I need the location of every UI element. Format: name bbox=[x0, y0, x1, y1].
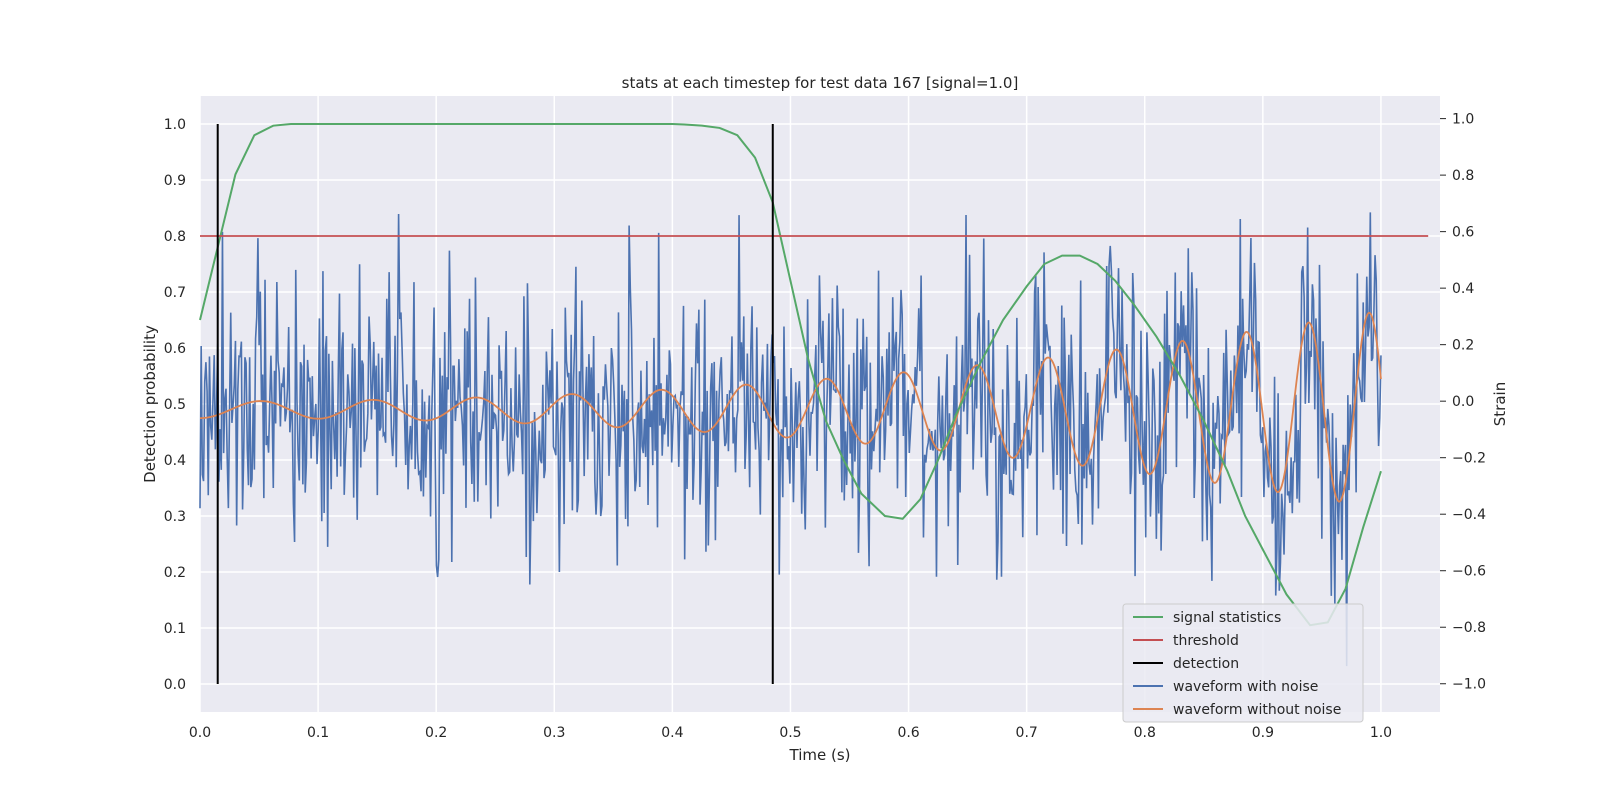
legend-box bbox=[1122, 603, 1364, 723]
x-axis-label: Time (s) bbox=[789, 746, 851, 764]
legend-label-signal: signal statistics bbox=[1173, 610, 1281, 626]
x-tick-label: 0.7 bbox=[1016, 725, 1038, 741]
y2-tick-label: 0.4 bbox=[1452, 281, 1474, 297]
x-tick-label: 0.0 bbox=[189, 725, 211, 741]
y-tick-label: 0.3 bbox=[164, 509, 186, 525]
chart-title: stats at each timestep for test data 167… bbox=[622, 74, 1019, 92]
y-axis-label: Detection probability bbox=[141, 325, 159, 483]
y2-tick-label: 0.8 bbox=[1452, 168, 1474, 184]
y2-tick-label: −0.4 bbox=[1452, 507, 1486, 523]
series-signal-statistics bbox=[199, 123, 1382, 627]
legend: signal statistics threshold detection wa… bbox=[1122, 603, 1364, 723]
x-tick-label: 0.8 bbox=[1134, 725, 1156, 741]
y-tick-label: 0.7 bbox=[164, 285, 186, 301]
x-tick-label: 1.0 bbox=[1370, 725, 1392, 741]
legend-label-clean: waveform without noise bbox=[1173, 702, 1341, 718]
y-tick-label: 1.0 bbox=[164, 117, 186, 133]
x-tick-label: 0.4 bbox=[661, 725, 683, 741]
y-tick-label: 0.2 bbox=[164, 565, 186, 581]
y-tick-label: 0.4 bbox=[164, 453, 186, 469]
x-tick-label: 0.3 bbox=[543, 725, 565, 741]
x-tick-label: 0.5 bbox=[779, 725, 801, 741]
x-tick-label: 0.6 bbox=[897, 725, 919, 741]
y-tick-label: 0.9 bbox=[164, 173, 186, 189]
series-waveform-without-noise bbox=[199, 311, 1382, 503]
y-tick-label: 0.5 bbox=[164, 397, 186, 413]
y2-tick-label: −0.6 bbox=[1452, 564, 1486, 580]
y2-tick-label: −1.0 bbox=[1452, 677, 1486, 693]
y2-tick-label: −0.8 bbox=[1452, 620, 1486, 636]
x-tick-label: 0.2 bbox=[425, 725, 447, 741]
x-tick-label: 0.9 bbox=[1252, 725, 1274, 741]
legend-label-noisy: waveform with noise bbox=[1173, 679, 1318, 695]
y2-tick-label: −0.2 bbox=[1452, 451, 1486, 467]
y-tick-label: 0.6 bbox=[164, 341, 186, 357]
y2-tick-label: 0.0 bbox=[1452, 394, 1474, 410]
y-tick-label: 0.0 bbox=[164, 677, 186, 693]
y2-tick-label: 0.2 bbox=[1452, 338, 1474, 354]
legend-label-detection: detection bbox=[1173, 656, 1239, 672]
y-tick-label: 0.8 bbox=[164, 229, 186, 245]
y2-axis-label: Strain bbox=[1491, 382, 1509, 426]
series-layer bbox=[199, 123, 1429, 684]
y-tick-label: 0.1 bbox=[164, 621, 186, 637]
y2-tick-label: 0.6 bbox=[1452, 225, 1474, 241]
x-tick-label: 0.1 bbox=[307, 725, 329, 741]
axes: 0.0 0.1 0.2 0.3 0.4 0.5 0.6 0.7 0.8 0.9 1.0 0.0 0.1 0… bbox=[164, 112, 1486, 741]
legend-label-threshold: threshold bbox=[1173, 633, 1239, 649]
y2-tick-label: 1.0 bbox=[1452, 112, 1474, 128]
series-waveform-with-noise bbox=[199, 212, 1382, 667]
